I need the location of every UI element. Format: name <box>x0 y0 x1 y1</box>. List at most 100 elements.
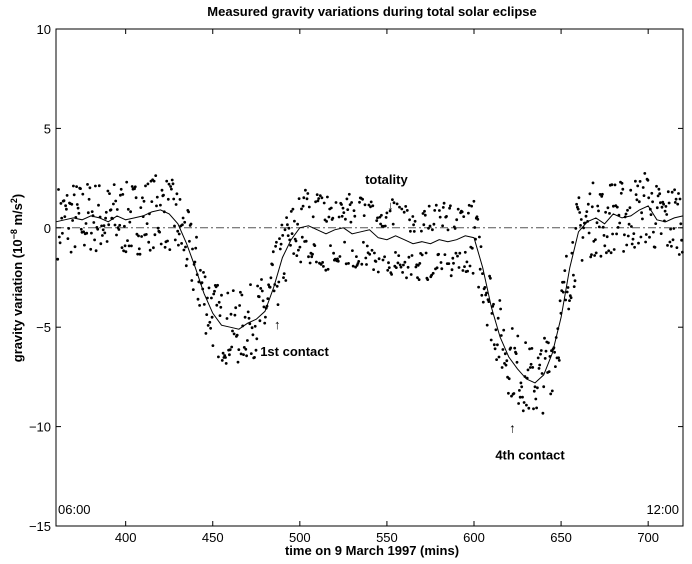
data-point <box>629 188 633 192</box>
data-point <box>514 352 518 355</box>
data-point <box>348 203 352 207</box>
data-point <box>346 208 350 212</box>
data-point <box>325 220 328 223</box>
data-point <box>399 265 403 269</box>
data-point <box>463 265 466 268</box>
data-point <box>213 289 216 293</box>
data-point <box>533 385 537 389</box>
data-point <box>257 295 261 299</box>
data-point <box>276 303 280 306</box>
data-point <box>435 266 439 270</box>
data-point <box>422 223 426 227</box>
data-point <box>86 211 90 215</box>
data-point <box>130 244 133 248</box>
data-point <box>83 243 86 247</box>
data-point <box>253 356 256 359</box>
data-point <box>289 210 293 213</box>
data-point <box>101 228 105 232</box>
data-point <box>394 251 397 254</box>
data-point <box>388 209 392 213</box>
data-point <box>77 211 81 215</box>
data-point <box>308 261 312 265</box>
data-point <box>329 244 332 248</box>
data-point <box>494 328 498 332</box>
data-point <box>326 195 329 199</box>
data-point <box>322 201 326 205</box>
data-point <box>625 243 629 247</box>
data-point <box>441 224 444 228</box>
data-point <box>406 265 410 269</box>
data-point <box>199 268 202 272</box>
data-point <box>170 178 174 182</box>
data-point <box>63 215 67 219</box>
data-point <box>166 239 169 243</box>
data-point <box>543 336 546 340</box>
data-point <box>449 274 453 278</box>
data-point <box>376 216 379 220</box>
data-point <box>97 203 100 207</box>
data-point <box>351 249 354 253</box>
data-point <box>297 248 300 252</box>
data-point <box>414 265 418 269</box>
data-point <box>187 210 191 214</box>
data-point <box>368 252 372 256</box>
data-point <box>467 203 471 207</box>
data-point <box>618 221 622 225</box>
smoothed-line <box>55 205 684 384</box>
data-point <box>365 244 369 248</box>
data-point <box>311 215 315 219</box>
data-point <box>405 209 409 212</box>
data-point <box>115 233 118 237</box>
data-point <box>336 257 339 261</box>
data-point <box>224 362 228 365</box>
data-point <box>163 245 167 249</box>
data-point <box>438 209 441 212</box>
data-point <box>219 305 223 309</box>
data-point <box>478 267 482 271</box>
data-point <box>396 261 400 265</box>
data-point <box>541 411 545 415</box>
data-point <box>441 206 445 209</box>
data-point <box>350 201 353 204</box>
data-point <box>528 366 532 369</box>
data-point <box>677 253 681 256</box>
data-point <box>412 230 416 233</box>
data-point <box>349 220 353 224</box>
data-point <box>138 252 142 256</box>
data-point <box>385 211 389 215</box>
data-point <box>671 238 675 242</box>
data-point <box>537 367 541 370</box>
data-point <box>369 205 372 209</box>
data-point <box>600 195 604 198</box>
data-point <box>59 202 63 205</box>
data-point <box>119 193 122 197</box>
data-point <box>622 250 625 253</box>
data-point <box>601 225 605 229</box>
data-point <box>655 184 658 188</box>
data-point <box>437 252 440 256</box>
data-point <box>503 352 507 356</box>
data-point <box>653 245 657 249</box>
data-point <box>678 197 682 201</box>
data-point <box>451 256 455 260</box>
data-point <box>423 213 427 217</box>
data-point <box>373 251 376 255</box>
data-point <box>495 358 498 361</box>
data-point <box>211 344 215 347</box>
data-point <box>162 193 165 197</box>
data-point <box>243 315 247 319</box>
data-point <box>575 202 578 206</box>
data-point <box>244 347 248 351</box>
data-point <box>159 242 163 246</box>
data-point <box>81 192 85 196</box>
data-point <box>650 191 654 195</box>
data-point <box>289 243 292 247</box>
data-point <box>228 353 231 357</box>
data-point <box>313 244 317 248</box>
data-point <box>426 278 430 281</box>
data-point <box>597 209 600 213</box>
data-point <box>361 197 364 201</box>
data-point <box>137 234 140 238</box>
data-point <box>526 368 530 372</box>
data-point <box>473 226 477 229</box>
